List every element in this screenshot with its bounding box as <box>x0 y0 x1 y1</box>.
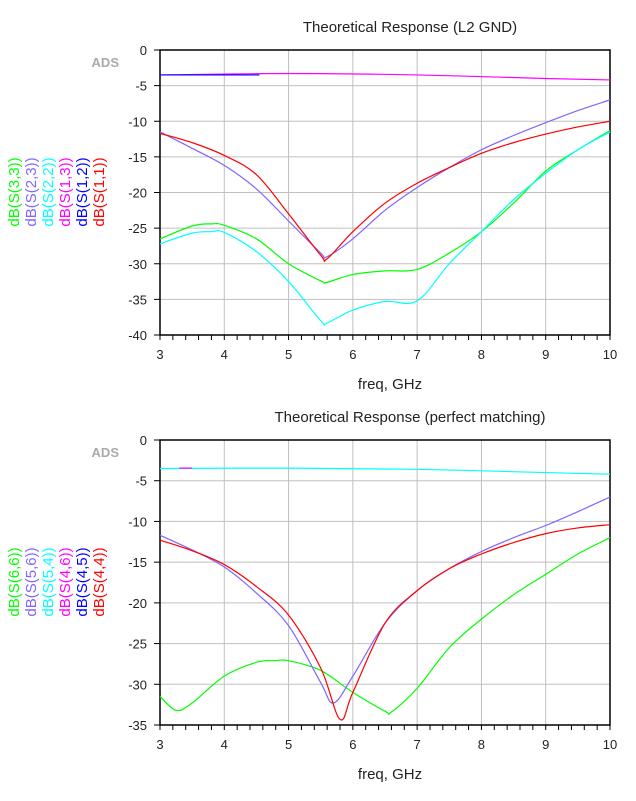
x-tick-label: 10 <box>603 737 617 752</box>
series-line-dBS66 <box>159 537 611 715</box>
y-tick-label: -10 <box>128 514 147 529</box>
y-tick-label: -30 <box>128 677 147 692</box>
y-tick-label: -5 <box>135 474 147 489</box>
x-tick-label: 5 <box>285 737 292 752</box>
series-line-dBS44 <box>159 524 611 721</box>
plot-frame <box>159 49 611 336</box>
x-tick-label: 8 <box>478 737 485 752</box>
series-line-dBS33 <box>159 129 611 284</box>
y-tick-label: -5 <box>135 79 147 94</box>
legend-entry: dB(S(3,3)) <box>6 157 23 226</box>
legend-entry: dB(S(1,1)) <box>91 157 108 226</box>
series-line-dBS23 <box>159 99 611 259</box>
chart-title: Theoretical Response (L2 GND) <box>303 19 517 36</box>
y-tick-label: -10 <box>128 114 147 129</box>
y-tick-label: 0 <box>140 433 147 448</box>
series-line-dBS13 <box>159 72 611 81</box>
x-tick-label: 4 <box>221 347 228 362</box>
x-tick-label: 4 <box>221 737 228 752</box>
watermark: ADS <box>92 55 120 70</box>
legend-entry: dB(S(2,2)) <box>40 157 57 226</box>
series-line-dBS54 <box>159 467 611 475</box>
chart-2: Theoretical Response (perfect matching) f… <box>6 409 617 783</box>
x-tick-label: 6 <box>349 347 356 362</box>
y-tick-label: -15 <box>128 555 147 570</box>
legend-entry: dB(S(6,6)) <box>6 547 23 616</box>
series-line-dBS22 <box>159 131 611 326</box>
y-tick-label: -35 <box>128 292 147 307</box>
x-tick-label: 3 <box>156 737 163 752</box>
legend-entry: dB(S(4,5)) <box>74 547 91 616</box>
legend-entry: dB(S(4,4)) <box>91 547 108 616</box>
x-tick-label: 3 <box>156 347 163 362</box>
x-axis-label: freq, GHz <box>358 376 422 393</box>
legend-entry: dB(S(1,2)) <box>74 157 91 226</box>
legend-entry: dB(S(1,3)) <box>57 157 74 226</box>
x-tick-label: 7 <box>414 737 421 752</box>
series-line-dBS56 <box>159 496 611 704</box>
y-tick-label: -25 <box>128 637 147 652</box>
watermark: ADS <box>92 445 120 460</box>
x-axis-label: freq, GHz <box>358 766 422 783</box>
y-tick-label: -30 <box>128 257 147 272</box>
legend-entry: dB(S(5,4)) <box>40 547 57 616</box>
legend-entry: dB(S(4,6)) <box>57 547 74 616</box>
chart-1: Theoretical Response (L2 GND) freq, GHz AD… <box>6 19 617 393</box>
x-tick-label: 9 <box>542 737 549 752</box>
x-tick-label: 9 <box>542 347 549 362</box>
x-tick-label: 5 <box>285 347 292 362</box>
y-tick-label: -40 <box>128 328 147 343</box>
legend-entry: dB(S(2,3)) <box>23 157 40 226</box>
x-tick-label: 10 <box>603 347 617 362</box>
plot-frame <box>159 439 611 726</box>
series-line-dBS11 <box>159 120 611 262</box>
y-tick-label: 0 <box>140 43 147 58</box>
y-tick-label: -35 <box>128 718 147 733</box>
x-tick-label: 7 <box>414 347 421 362</box>
y-tick-label: -25 <box>128 221 147 236</box>
chart-title: Theoretical Response (perfect matching) <box>275 409 546 426</box>
y-tick-label: -20 <box>128 186 147 201</box>
y-tick-label: -20 <box>128 596 147 611</box>
y-tick-label: -15 <box>128 150 147 165</box>
legend-entry: dB(S(5,6)) <box>23 547 40 616</box>
x-tick-label: 8 <box>478 347 485 362</box>
x-tick-label: 6 <box>349 737 356 752</box>
